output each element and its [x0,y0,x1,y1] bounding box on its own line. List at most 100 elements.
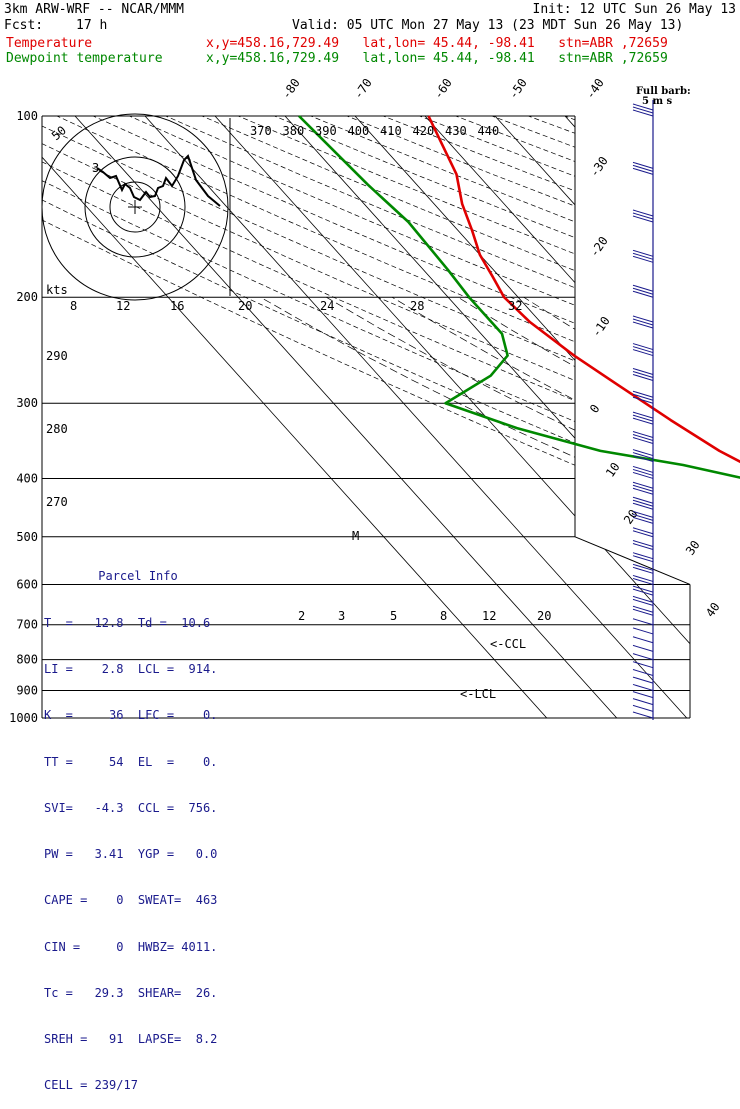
pressure-label: 600 [16,577,38,591]
wind-barb [633,371,653,377]
mixing-ratio-label: 5 [390,609,397,623]
wind-barb [633,347,653,353]
temperature-tick-label: -30 [587,154,611,180]
theta-label: 420 [413,124,435,138]
dry-adiabat-line [347,116,740,718]
side-theta-label: 270 [46,495,68,509]
dry-adiabat-line [528,116,740,718]
temperature-tick-label: 10 [603,460,623,480]
hodograph: 50 3 kts [42,114,228,300]
wind-barb [633,168,653,174]
wind-barb [633,344,653,350]
dry-adiabat-line [565,116,740,718]
wind-barb [633,497,653,503]
wind-barb [633,654,653,660]
pressure-label: 200 [16,290,38,304]
m-marker: M [352,529,359,543]
mixing-ratio-label: 16 [170,299,184,313]
parcel-row: PW = 3.41 YGP = 0.0 [44,847,232,862]
theta-label: 440 [478,124,500,138]
moist-adiabat-line [589,297,740,718]
parcel-row: LI = 2.8 LCL = 914. [44,662,232,677]
wind-barb [633,412,653,418]
wind-barb [633,589,653,595]
mixing-ratio-label: 3 [338,609,345,623]
moist-adiabat-line [392,297,740,718]
moist-adiabat-line [458,297,740,718]
mixing-ratio-label: 24 [320,299,334,313]
wind-barb [633,556,653,562]
parcel-info-box: Parcel Info T = 12.8 Td = 10.6 LI = 2.8 … [44,538,232,734]
pressure-label: 800 [16,653,38,667]
wind-barb [633,645,653,651]
wind-barb [633,662,653,668]
temperature-tick-label: 30 [683,538,703,558]
side-theta-label: 290 [46,349,68,363]
parcel-row: CAPE = 0 SWEAT= 463 [44,893,232,908]
wind-barb [633,350,653,356]
pressure-label: 400 [16,471,38,485]
side-theta-label: 280 [46,422,68,436]
dry-adiabat-line [166,116,740,718]
wind-barb [633,285,653,291]
wind-barb [633,469,653,475]
wind-barb [633,107,653,113]
wind-barb [633,316,653,322]
wind-barb [633,628,653,634]
wind-barb [633,415,653,421]
mixing-ratio-label: 32 [508,299,522,313]
lcl-marker: <-LCL [460,687,496,701]
parcel-row: SVI= -4.3 CCL = 756. [44,801,232,816]
wind-barb [633,291,653,297]
wind-barb [633,466,653,472]
dry-adiabat-line [274,116,740,718]
mixing-ratio-label: 28 [410,299,424,313]
pressure-label: 100 [16,109,38,123]
wind-barb [633,216,653,222]
right-axis-diagonal [575,537,690,585]
barb-legend-value: 5 m s [642,96,673,107]
wind-barb [633,374,653,380]
mixing-ratio-label: 8 [440,609,447,623]
parcel-row: K = 36 LFC = 0. [44,708,232,723]
parcel-row: CIN = 0 HWBZ= 4011. [44,940,232,955]
mixing-ratio-label: 12 [116,299,130,313]
wind-barb [633,418,653,424]
pressure-label: 500 [16,530,38,544]
moist-adiabat-line [524,297,740,718]
wind-barb [633,692,653,698]
wind-barb [633,250,653,256]
wind-barb [633,213,653,219]
dry-adiabat-line [202,116,740,718]
pressure-label: 700 [16,618,38,632]
mixing-ratio-label: 20 [238,299,252,313]
parcel-row: T = 12.8 Td = 10.6 [44,616,232,631]
temperature-tick-label: -80 [279,76,303,102]
wind-barb [633,500,653,506]
parcel-row: SREH = 91 LAPSE= 8.2 [44,1032,232,1047]
wind-barb [633,488,653,494]
dry-adiabat-line [456,116,740,718]
moist-adiabat-line [721,297,740,718]
mixing-ratio-label: 12 [482,609,496,623]
parcel-row: Tc = 29.3 SHEAR= 26. [44,986,232,1001]
hodograph-point-label: 3 [92,161,99,175]
wind-barb [633,288,653,294]
mixing-ratio-label: 20 [537,609,551,623]
temperature-tick-label: -20 [587,234,611,260]
isotherm-line [285,116,740,718]
wind-barb [633,503,653,509]
pressure-label: 1000 [9,711,38,725]
isotherm-line [495,116,740,718]
temperature-tick-label: -60 [431,76,455,102]
wind-barb [633,368,653,374]
theta-label: 410 [380,124,402,138]
pressure-label: 300 [16,396,38,410]
moist-adiabat-line [655,297,740,718]
hodograph-kts-label: kts [46,283,68,297]
temperature-tick-label: 40 [703,600,723,620]
wind-barb [633,599,653,605]
wind-barb [633,432,653,438]
temperature-tick-label: 20 [621,507,641,527]
wind-barb [633,541,653,547]
